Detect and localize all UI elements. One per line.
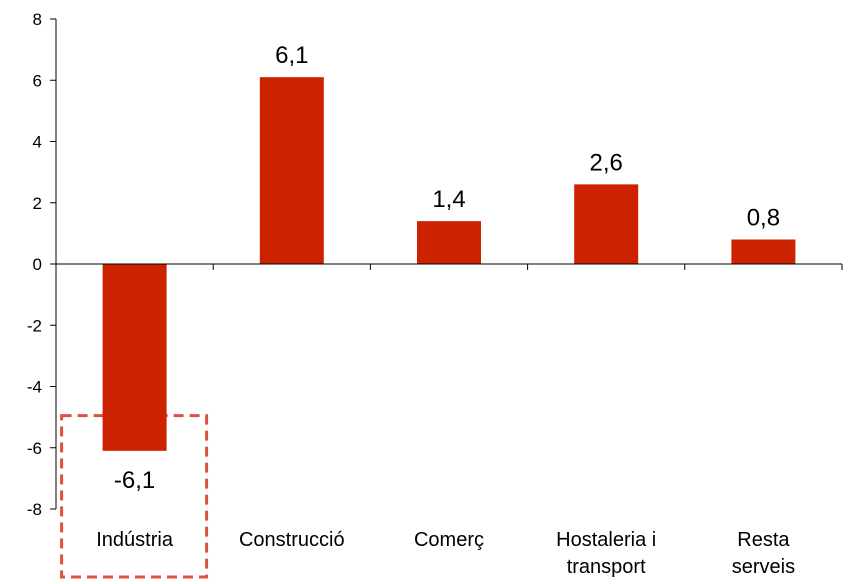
bar-0 [102,264,167,451]
y-tick-label-0: 8 [33,10,42,29]
bar-1 [259,77,324,264]
y-tick-label-5: -2 [27,316,42,335]
y-tick-label-4: 0 [33,255,42,274]
data-label-0: -6,1 [114,467,155,494]
x-tick-label-1: Construcció [239,529,345,551]
bar-3 [574,184,639,264]
x-tick-label-4: Resta serveis [732,529,795,578]
y-tick-label-8: -8 [27,500,42,519]
y-tick-label-2: 4 [33,133,42,152]
y-tick-label-3: 2 [33,194,42,213]
bar-4 [731,239,796,264]
data-label-3: 2,6 [590,149,623,176]
x-tick-label-2: Comerç [414,529,484,551]
data-label-1: 6,1 [275,42,308,69]
data-label-4: 0,8 [747,205,780,232]
bar-2 [417,221,481,264]
x-tick-label-0: Indústria [96,529,174,551]
y-tick-label-7: -6 [27,439,42,458]
x-tick-label-3: Hostaleria i transport [556,529,656,578]
data-label-2: 1,4 [432,186,465,213]
y-tick-label-1: 6 [33,71,42,90]
y-tick-label-6: -4 [27,378,42,397]
